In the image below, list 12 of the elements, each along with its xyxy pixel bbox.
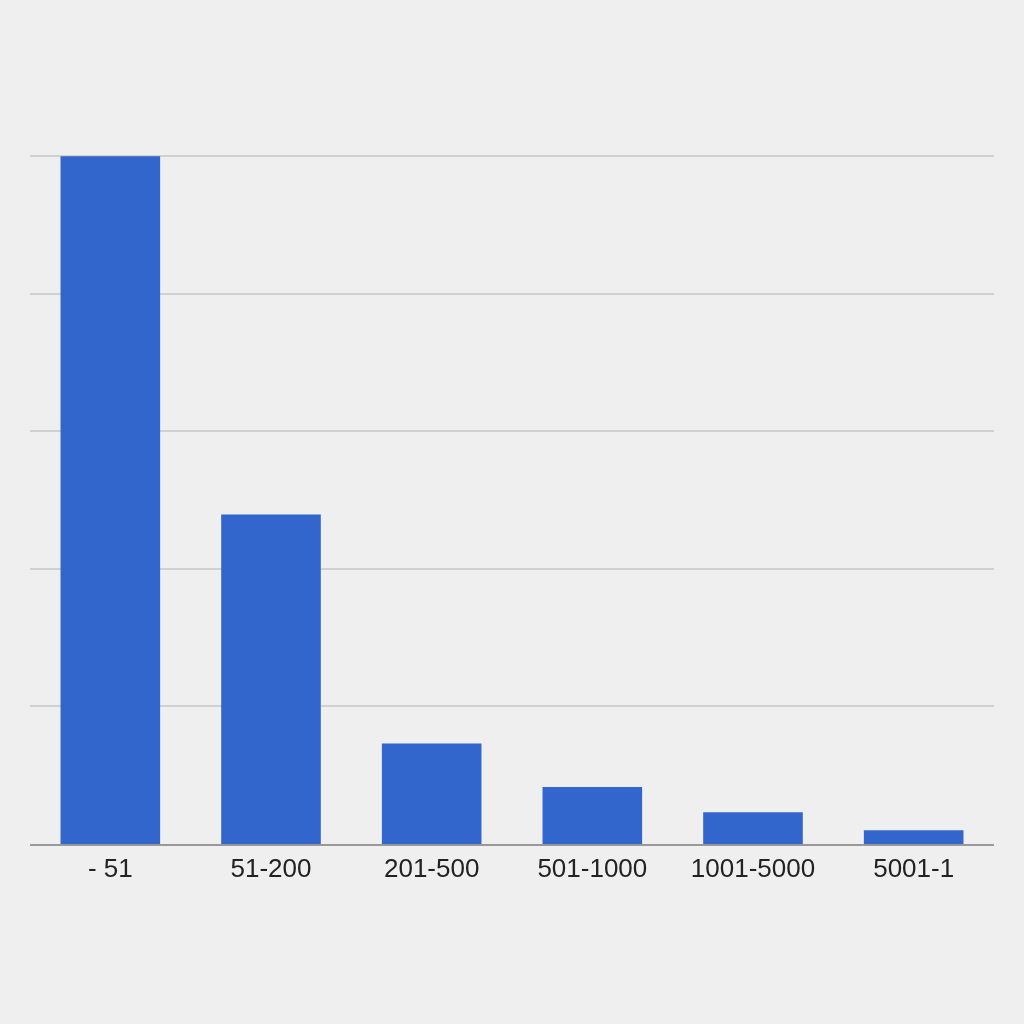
bar xyxy=(542,786,643,844)
x-tick-label: - 51 xyxy=(87,853,133,884)
bar xyxy=(703,812,803,844)
x-tick-label: 5001-1 xyxy=(873,853,955,884)
x-tick-label: 1001-5000 xyxy=(690,853,816,884)
x-tick-label: 51-200 xyxy=(230,853,312,884)
bar xyxy=(381,743,482,844)
bar xyxy=(60,156,161,844)
bar xyxy=(221,514,321,844)
bar xyxy=(863,830,964,844)
x-tick-label: 201-500 xyxy=(383,853,480,884)
x-tick-label: 501-1000 xyxy=(537,853,648,884)
